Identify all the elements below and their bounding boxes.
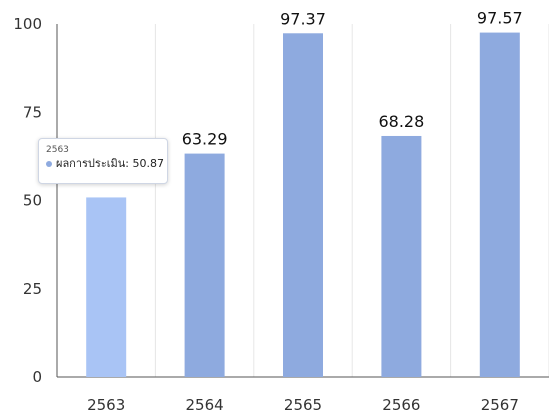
bar-2566	[381, 135, 422, 377]
y-tick-label: 100	[13, 15, 42, 33]
y-tick-label: 0	[32, 368, 42, 386]
bar-2567	[479, 32, 520, 377]
x-tick-label: 2563	[87, 396, 125, 414]
y-tick-label: 50	[23, 192, 42, 210]
data-label: 97.57	[477, 9, 523, 28]
bar-2563	[86, 197, 127, 377]
x-tick-label: 2566	[382, 396, 420, 414]
data-label: 68.28	[378, 112, 424, 131]
chart-tooltip: 2563 ผลการประเมิน: 50.87	[38, 138, 168, 184]
y-tick-label: 75	[23, 103, 42, 121]
tooltip-row: ผลการประเมิน: 50.87	[46, 156, 164, 172]
y-tick-label: 25	[23, 280, 42, 298]
bar-2565	[283, 33, 323, 377]
series-dot-icon	[46, 161, 52, 167]
x-tick-label: 2567	[481, 396, 519, 414]
data-label: 97.37	[280, 9, 326, 28]
bar-2564	[184, 153, 225, 377]
x-tick-label: 2565	[284, 396, 322, 414]
tooltip-value: ผลการประเมิน: 50.87	[56, 157, 164, 170]
tooltip-title: 2563	[46, 145, 69, 155]
x-tick-label: 2564	[186, 396, 224, 414]
data-label: 63.29	[182, 130, 228, 149]
